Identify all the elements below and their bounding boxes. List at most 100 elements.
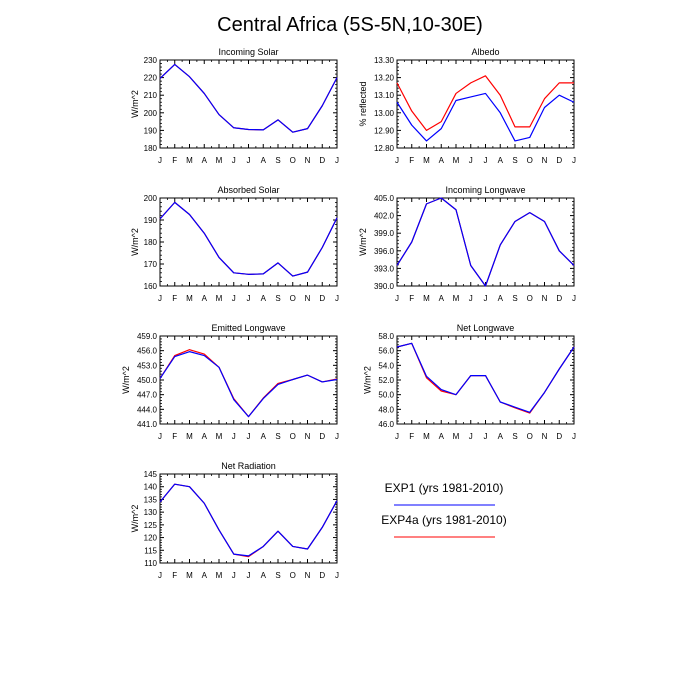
x-tick-label: J (247, 432, 251, 441)
y-tick-label: 450.0 (137, 376, 158, 385)
x-tick-label: O (527, 156, 533, 165)
x-tick-label: J (158, 571, 162, 580)
y-tick-label: 135 (144, 495, 158, 504)
x-tick-label: D (556, 294, 562, 303)
x-tick-label: O (290, 571, 296, 580)
series-line-exp4a (159, 201, 338, 277)
series-line-exp1 (159, 201, 338, 277)
x-tick-label: M (216, 432, 223, 441)
x-tick-label: J (395, 156, 399, 165)
x-tick-label: J (158, 432, 162, 441)
y-tick-label: 453.0 (137, 361, 158, 370)
x-tick-label: M (216, 294, 223, 303)
x-tick-label: A (498, 432, 504, 441)
x-tick-label: A (439, 156, 445, 165)
panel-title: Absorbed Solar (217, 185, 279, 195)
x-tick-label: A (439, 432, 445, 441)
x-tick-label: J (335, 294, 339, 303)
x-tick-label: J (247, 156, 251, 165)
y-tick-label: 130 (144, 508, 158, 517)
x-tick-label: O (290, 432, 296, 441)
plot-frame (159, 335, 338, 425)
legend: EXP1 (yrs 1981-2010) EXP4a (yrs 1981-2010… (381, 481, 507, 538)
y-tick-label: 125 (144, 521, 158, 530)
y-axis-label: % reflected (358, 81, 368, 126)
y-axis-label: W/m^2 (130, 505, 140, 533)
panel-title: Emitted Longwave (211, 323, 285, 333)
y-tick-label: 12.80 (374, 144, 395, 153)
x-tick-label: J (335, 571, 339, 580)
x-tick-label: N (305, 294, 311, 303)
x-tick-label: O (290, 294, 296, 303)
series-line-exp1 (396, 197, 575, 287)
y-tick-label: 13.10 (374, 91, 395, 100)
y-tick-label: 160 (144, 282, 158, 291)
x-tick-label: O (527, 294, 533, 303)
y-tick-label: 220 (144, 74, 158, 83)
y-tick-label: 140 (144, 483, 158, 492)
x-tick-label: N (542, 294, 548, 303)
x-tick-label: A (261, 294, 267, 303)
x-tick-label: M (423, 432, 430, 441)
series-line-exp4a (396, 342, 575, 414)
y-tick-label: 46.0 (378, 420, 394, 429)
x-tick-label: A (202, 294, 208, 303)
x-tick-label: J (232, 571, 236, 580)
x-tick-label: J (572, 432, 576, 441)
x-tick-label: A (261, 156, 267, 165)
y-tick-label: 393.0 (374, 264, 395, 273)
x-tick-label: M (423, 294, 430, 303)
x-tick-label: A (261, 432, 267, 441)
x-tick-label: J (395, 294, 399, 303)
x-tick-label: S (512, 294, 517, 303)
x-tick-label: J (247, 571, 251, 580)
y-tick-label: 120 (144, 534, 158, 543)
x-tick-label: D (556, 156, 562, 165)
x-tick-label: M (453, 294, 460, 303)
y-tick-label: 456.0 (137, 347, 158, 356)
x-tick-label: A (498, 156, 504, 165)
x-tick-label: M (423, 156, 430, 165)
x-tick-label: M (453, 432, 460, 441)
x-tick-label: S (512, 156, 517, 165)
x-tick-label: D (556, 432, 562, 441)
x-tick-label: O (290, 156, 296, 165)
y-tick-label: 190 (144, 126, 158, 135)
plot-frame (159, 197, 338, 287)
plot-frame (159, 59, 338, 149)
y-tick-label: 230 (144, 56, 158, 65)
x-tick-label: N (305, 571, 311, 580)
x-tick-label: S (275, 571, 280, 580)
x-tick-label: M (186, 156, 193, 165)
y-tick-label: 399.0 (374, 229, 395, 238)
panel-title: Albedo (471, 47, 499, 57)
plot-frame (396, 59, 575, 149)
figure-title: Central Africa (5S-5N,10-30E) (217, 14, 483, 36)
panel-title: Incoming Longwave (445, 185, 525, 195)
series-line-exp4a (159, 349, 338, 418)
x-tick-label: J (232, 432, 236, 441)
y-tick-label: 390.0 (374, 282, 395, 291)
y-tick-label: 52.0 (378, 376, 394, 385)
series-line-exp1 (159, 351, 338, 418)
x-tick-label: S (275, 156, 280, 165)
x-tick-label: F (172, 432, 177, 441)
y-tick-label: 396.0 (374, 247, 395, 256)
x-tick-label: N (542, 432, 548, 441)
x-tick-label: M (186, 294, 193, 303)
x-tick-label: F (172, 156, 177, 165)
x-tick-label: A (202, 432, 208, 441)
y-tick-label: 447.0 (137, 391, 158, 400)
x-tick-label: N (305, 156, 311, 165)
x-tick-label: J (335, 156, 339, 165)
x-tick-label: A (498, 294, 504, 303)
y-tick-label: 405.0 (374, 194, 395, 203)
x-tick-label: F (409, 432, 414, 441)
y-tick-label: 459.0 (137, 332, 158, 341)
